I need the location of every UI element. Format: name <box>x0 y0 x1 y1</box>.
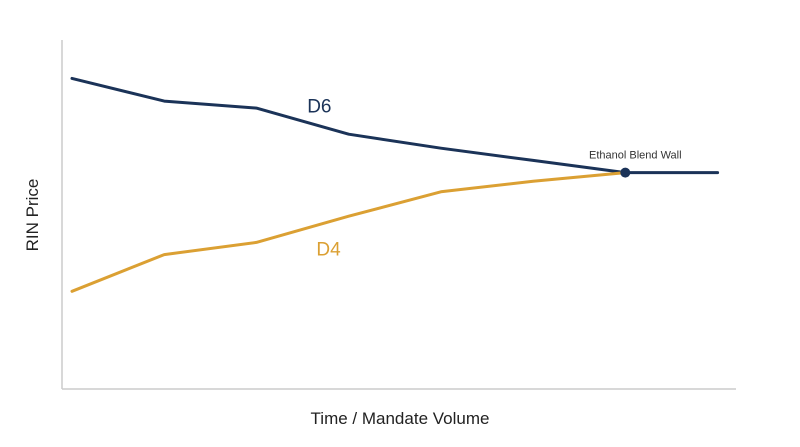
annotation-label: Ethanol Blend Wall <box>589 150 682 162</box>
series-label-d4: D4 <box>316 239 341 260</box>
series-line-d4 <box>70 171 627 293</box>
y-axis-label: RIN Price <box>23 179 42 252</box>
label-layer: Time / Mandate Volume RIN Price D6 D4 <box>23 97 489 429</box>
series-line-d6 <box>70 76 720 175</box>
annotation-layer: Ethanol Blend Wall <box>589 150 682 178</box>
annotation-marker <box>620 167 631 178</box>
x-axis-label: Time / Mandate Volume <box>311 409 490 428</box>
series-layer <box>70 76 720 293</box>
axes <box>61 40 736 390</box>
series-label-d6: D6 <box>307 97 331 118</box>
